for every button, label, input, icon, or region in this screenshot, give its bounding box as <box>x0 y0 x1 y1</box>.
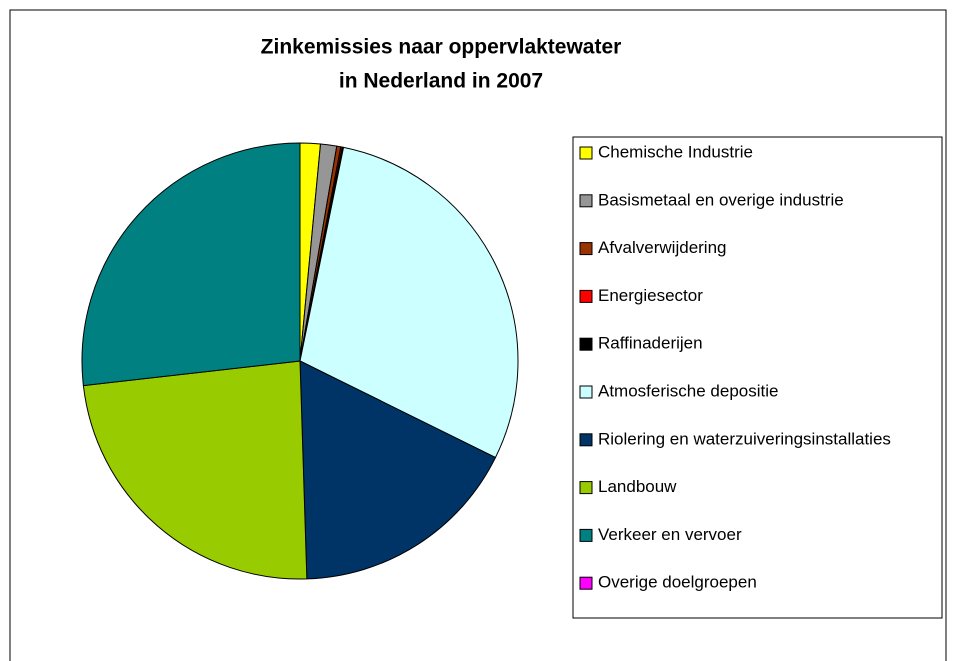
legend-label: Energiesector <box>598 286 703 305</box>
pie-slice <box>82 360 308 580</box>
legend-label: Landbouw <box>598 477 677 496</box>
pie-slice <box>81 142 301 387</box>
legend-swatch <box>579 146 593 160</box>
legend-swatch <box>579 433 593 447</box>
pie-slice <box>299 360 497 580</box>
legend-label: Chemische Industrie <box>598 142 753 161</box>
legend-label: Overige doelgroepen <box>598 573 757 592</box>
legend-swatch <box>579 194 593 208</box>
chart-title: Zinkemissies naar oppervlaktewater <box>261 36 622 59</box>
pie-slice <box>299 146 519 459</box>
legend-label: Riolering en waterzuiveringsinstallaties <box>598 429 891 448</box>
legend-swatch <box>579 528 593 542</box>
legend-swatch <box>579 289 593 303</box>
legend-swatch <box>579 337 593 351</box>
legend-swatch <box>579 481 593 495</box>
legend-label: Verkeer en vervoer <box>598 525 742 544</box>
legend-label: Raffinaderijen <box>598 334 703 353</box>
legend-swatch <box>579 242 593 256</box>
legend-label: Afvalverwijdering <box>598 238 727 257</box>
legend-swatch <box>579 385 593 399</box>
legend-label: Basismetaal en overige industrie <box>598 190 844 209</box>
legend-box <box>572 136 943 619</box>
legend-label: Atmosferische depositie <box>598 381 778 400</box>
chart-title: in Nederland in 2007 <box>339 70 543 93</box>
legend-swatch <box>579 576 593 590</box>
